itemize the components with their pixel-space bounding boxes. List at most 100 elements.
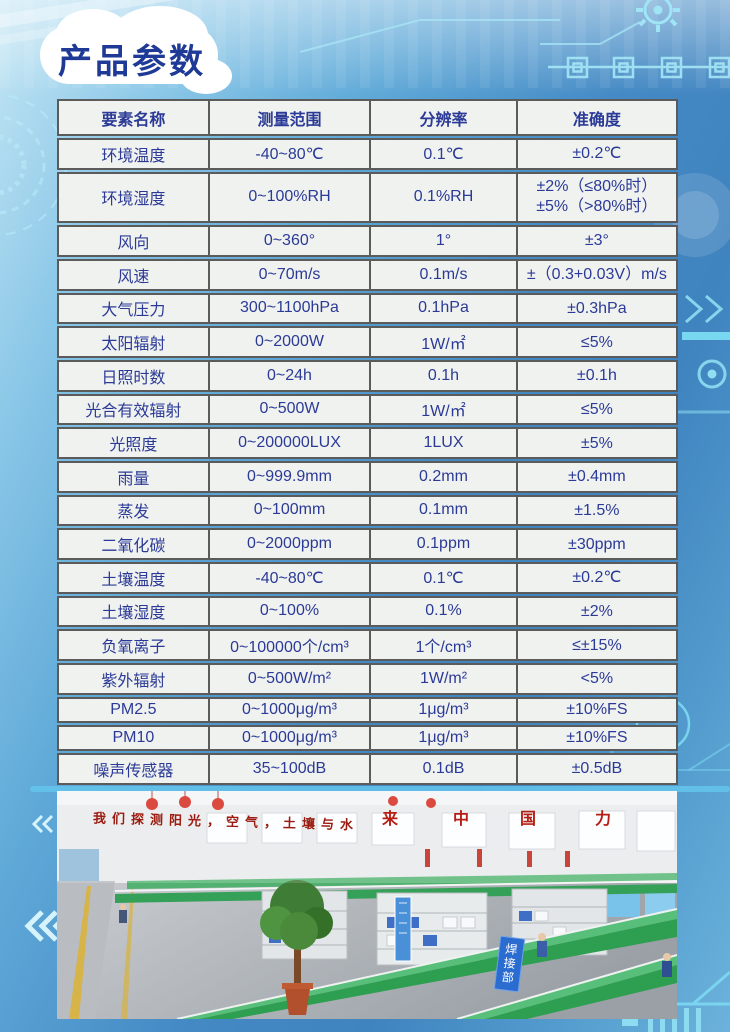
range-cell: 300~1100hPa bbox=[209, 292, 372, 325]
resolution-cell: 0.1mm bbox=[371, 494, 518, 527]
element-name-cell: 大气压力 bbox=[57, 292, 210, 325]
range-cell: 0~100mm bbox=[209, 494, 372, 527]
element-name-cell: 环境温度 bbox=[57, 138, 210, 170]
lantern-icons bbox=[146, 791, 436, 810]
accuracy-cell: ±0.5dB bbox=[517, 753, 678, 785]
range-cell: -40~80℃ bbox=[209, 561, 372, 594]
column-header-accuracy: 准确度 bbox=[517, 99, 678, 136]
spec-table-body: 环境温度 -40~80℃ 0.1℃ ±0.2℃ 环境湿度 0~100%RH 0.… bbox=[57, 138, 678, 785]
element-name-cell: 土壤温度 bbox=[57, 561, 210, 594]
table-row: 光照度 0~200000LUX 1LUX ±5% bbox=[57, 427, 678, 459]
table-row: 环境温度 -40~80℃ 0.1℃ ±0.2℃ bbox=[57, 138, 678, 170]
workers bbox=[119, 904, 672, 977]
range-cell: 0~70m/s bbox=[209, 258, 372, 291]
accuracy-cell: ≤5% bbox=[517, 393, 678, 426]
table-row: 雨量 0~999.9mm 0.2mm ±0.4mm bbox=[57, 460, 678, 493]
wall-character: 国 bbox=[520, 811, 537, 828]
range-cell: 0~1000μg/m³ bbox=[209, 696, 372, 723]
table-row: 负氧离子 0~100000个/cm³ 1个/cm³ ≤±15% bbox=[57, 629, 678, 661]
accuracy-cell: ±（0.3+0.03V）m/s bbox=[517, 258, 678, 291]
range-cell: 0~100%RH bbox=[209, 171, 372, 224]
resolution-cell: 1个/cm³ bbox=[371, 629, 518, 661]
accuracy-cell: ±0.3hPa bbox=[517, 292, 678, 325]
accuracy-cell: ±10%FS bbox=[517, 724, 678, 752]
accuracy-cell: ≤5% bbox=[517, 326, 678, 358]
table-row: 环境湿度 0~100%RH 0.1%RH ±2%（≤80%时） ±5%（>80%时… bbox=[57, 171, 678, 224]
resolution-cell: 0.1%RH bbox=[371, 171, 518, 224]
table-header-row: 要素名称 测量范围 分辨率 准确度 bbox=[57, 99, 678, 136]
wall-character: 力 bbox=[595, 811, 612, 828]
resolution-cell: 0.1ppm bbox=[371, 528, 518, 560]
resolution-cell: 1W/m² bbox=[371, 662, 518, 695]
table-row: 二氧化碳 0~2000ppm 0.1ppm ±30ppm bbox=[57, 528, 678, 560]
element-name-cell: 光合有效辐射 bbox=[57, 393, 210, 426]
table-row: 蒸发 0~100mm 0.1mm ±1.5% bbox=[57, 494, 678, 527]
wall-character: 来 bbox=[382, 811, 399, 828]
element-name-cell: 环境湿度 bbox=[57, 171, 210, 224]
table-row: 风向 0~360° 1° ±3° bbox=[57, 225, 678, 257]
accuracy-cell: ±0.2℃ bbox=[517, 561, 678, 594]
page-title: 产品参数 bbox=[58, 43, 206, 81]
element-name-cell: 负氧离子 bbox=[57, 629, 210, 661]
accuracy-cell: ±0.1h bbox=[517, 359, 678, 392]
element-name-cell: 风速 bbox=[57, 258, 210, 291]
column-header-resolution: 分辨率 bbox=[371, 99, 518, 136]
accuracy-cell: ±3° bbox=[517, 225, 678, 257]
factory-photo: 我们探测阳光，空气，土壤与水 来 中 国 力 焊接部 bbox=[57, 791, 677, 1019]
resolution-cell: 1° bbox=[371, 225, 518, 257]
accuracy-cell: ±2%（≤80%时） ±5%（>80%时） bbox=[517, 171, 678, 224]
table-row: 土壤温度 -40~80℃ 0.1℃ ±0.2℃ bbox=[57, 561, 678, 594]
cyan-divider-band bbox=[30, 786, 730, 792]
accuracy-cell: ±5% bbox=[517, 427, 678, 459]
resolution-cell: 0.1hPa bbox=[371, 292, 518, 325]
resolution-cell: 0.1h bbox=[371, 359, 518, 392]
range-cell: 0~200000LUX bbox=[209, 427, 372, 459]
spec-table: 要素名称 测量范围 分辨率 准确度 环境温度 -40~80℃ 0.1℃ ±0.2… bbox=[57, 97, 678, 787]
element-name-cell: 紫外辐射 bbox=[57, 662, 210, 695]
accuracy-cell: ±0.4mm bbox=[517, 460, 678, 493]
range-cell: 35~100dB bbox=[209, 753, 372, 785]
range-cell: 0~24h bbox=[209, 359, 372, 392]
range-cell: 0~100000个/cm³ bbox=[209, 629, 372, 661]
element-name-cell: 二氧化碳 bbox=[57, 528, 210, 560]
range-cell: 0~1000μg/m³ bbox=[209, 724, 372, 752]
resolution-cell: 0.1dB bbox=[371, 753, 518, 785]
table-row: 日照时数 0~24h 0.1h ±0.1h bbox=[57, 359, 678, 392]
resolution-cell: 0.2mm bbox=[371, 460, 518, 493]
table-row: 紫外辐射 0~500W/m² 1W/m² <5% bbox=[57, 662, 678, 695]
element-name-cell: 雨量 bbox=[57, 460, 210, 493]
resolution-cell: 0.1m/s bbox=[371, 258, 518, 291]
range-cell: 0~2000W bbox=[209, 326, 372, 358]
resolution-cell: 1W/㎡ bbox=[371, 326, 518, 358]
accuracy-cell: ±30ppm bbox=[517, 528, 678, 560]
table-row: 太阳辐射 0~2000W 1W/㎡ ≤5% bbox=[57, 326, 678, 358]
element-name-cell: 土壤湿度 bbox=[57, 595, 210, 628]
resolution-cell: 1LUX bbox=[371, 427, 518, 459]
accuracy-cell: ±0.2℃ bbox=[517, 138, 678, 170]
accuracy-cell: ±2% bbox=[517, 595, 678, 628]
range-cell: -40~80℃ bbox=[209, 138, 372, 170]
element-name-cell: 太阳辐射 bbox=[57, 326, 210, 358]
range-cell: 0~500W bbox=[209, 393, 372, 426]
element-name-cell: PM10 bbox=[57, 724, 210, 752]
accuracy-cell: ≤±15% bbox=[517, 629, 678, 661]
resolution-cell: 1μg/m³ bbox=[371, 696, 518, 723]
column-header-range: 测量范围 bbox=[209, 99, 372, 136]
wall-character: 中 bbox=[453, 811, 470, 828]
table-row: 大气压力 300~1100hPa 0.1hPa ±0.3hPa bbox=[57, 292, 678, 325]
resolution-cell: 0.1℃ bbox=[371, 138, 518, 170]
range-cell: 0~500W/m² bbox=[209, 662, 372, 695]
accuracy-cell: ±10%FS bbox=[517, 696, 678, 723]
table-row: 噪声传感器 35~100dB 0.1dB ±0.5dB bbox=[57, 753, 678, 785]
element-name-cell: 风向 bbox=[57, 225, 210, 257]
table-row: 土壤湿度 0~100% 0.1% ±2% bbox=[57, 595, 678, 628]
element-name-cell: 光照度 bbox=[57, 427, 210, 459]
column-header-element: 要素名称 bbox=[57, 99, 210, 136]
table-row: 光合有效辐射 0~500W 1W/㎡ ≤5% bbox=[57, 393, 678, 426]
accuracy-cell: <5% bbox=[517, 662, 678, 695]
range-cell: 0~360° bbox=[209, 225, 372, 257]
potted-tree bbox=[260, 880, 333, 1015]
table-row: PM2.5 0~1000μg/m³ 1μg/m³ ±10%FS bbox=[57, 696, 678, 723]
table-row: PM10 0~1000μg/m³ 1μg/m³ ±10%FS bbox=[57, 724, 678, 752]
factory-scene-illustration bbox=[57, 791, 677, 1019]
